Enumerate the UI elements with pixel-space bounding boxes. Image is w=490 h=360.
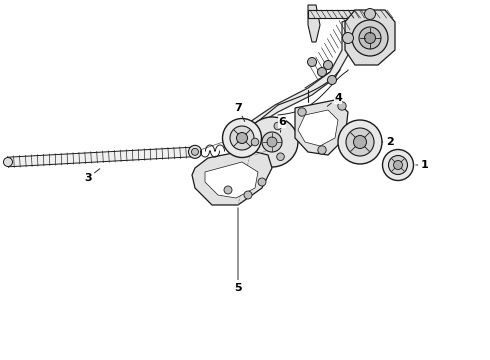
Circle shape	[298, 108, 306, 116]
Text: 4: 4	[327, 93, 342, 106]
Circle shape	[343, 32, 353, 44]
Circle shape	[308, 58, 317, 67]
Text: 5: 5	[234, 208, 242, 293]
Circle shape	[224, 186, 232, 194]
Circle shape	[365, 32, 375, 44]
Circle shape	[323, 60, 333, 69]
Polygon shape	[192, 150, 272, 205]
Circle shape	[3, 158, 13, 166]
Circle shape	[318, 146, 326, 154]
Circle shape	[262, 132, 282, 152]
Polygon shape	[308, 5, 320, 42]
Circle shape	[251, 138, 259, 146]
Text: 7: 7	[234, 103, 245, 122]
Circle shape	[189, 145, 201, 158]
Circle shape	[244, 191, 252, 199]
Circle shape	[359, 27, 381, 49]
Polygon shape	[250, 18, 352, 128]
Circle shape	[353, 135, 367, 149]
Circle shape	[352, 20, 388, 56]
Circle shape	[393, 161, 402, 170]
Polygon shape	[295, 100, 348, 155]
Text: 3: 3	[84, 169, 100, 183]
Circle shape	[389, 156, 408, 175]
Circle shape	[192, 148, 198, 155]
Circle shape	[274, 122, 282, 130]
Polygon shape	[205, 162, 258, 198]
Circle shape	[346, 128, 374, 156]
Circle shape	[338, 120, 382, 164]
Polygon shape	[298, 110, 338, 146]
Polygon shape	[345, 10, 395, 65]
Circle shape	[277, 153, 284, 161]
Circle shape	[318, 68, 326, 77]
Circle shape	[383, 149, 414, 180]
Text: 2: 2	[382, 137, 394, 147]
Circle shape	[267, 137, 277, 147]
Circle shape	[338, 102, 346, 110]
Circle shape	[237, 132, 247, 144]
Polygon shape	[8, 147, 192, 167]
Circle shape	[258, 178, 266, 186]
Circle shape	[327, 76, 337, 85]
Polygon shape	[308, 10, 365, 18]
Circle shape	[230, 126, 254, 150]
Circle shape	[365, 9, 375, 19]
Text: 1: 1	[416, 160, 429, 170]
Ellipse shape	[246, 117, 298, 167]
Circle shape	[222, 118, 262, 158]
Text: 6: 6	[278, 117, 286, 132]
